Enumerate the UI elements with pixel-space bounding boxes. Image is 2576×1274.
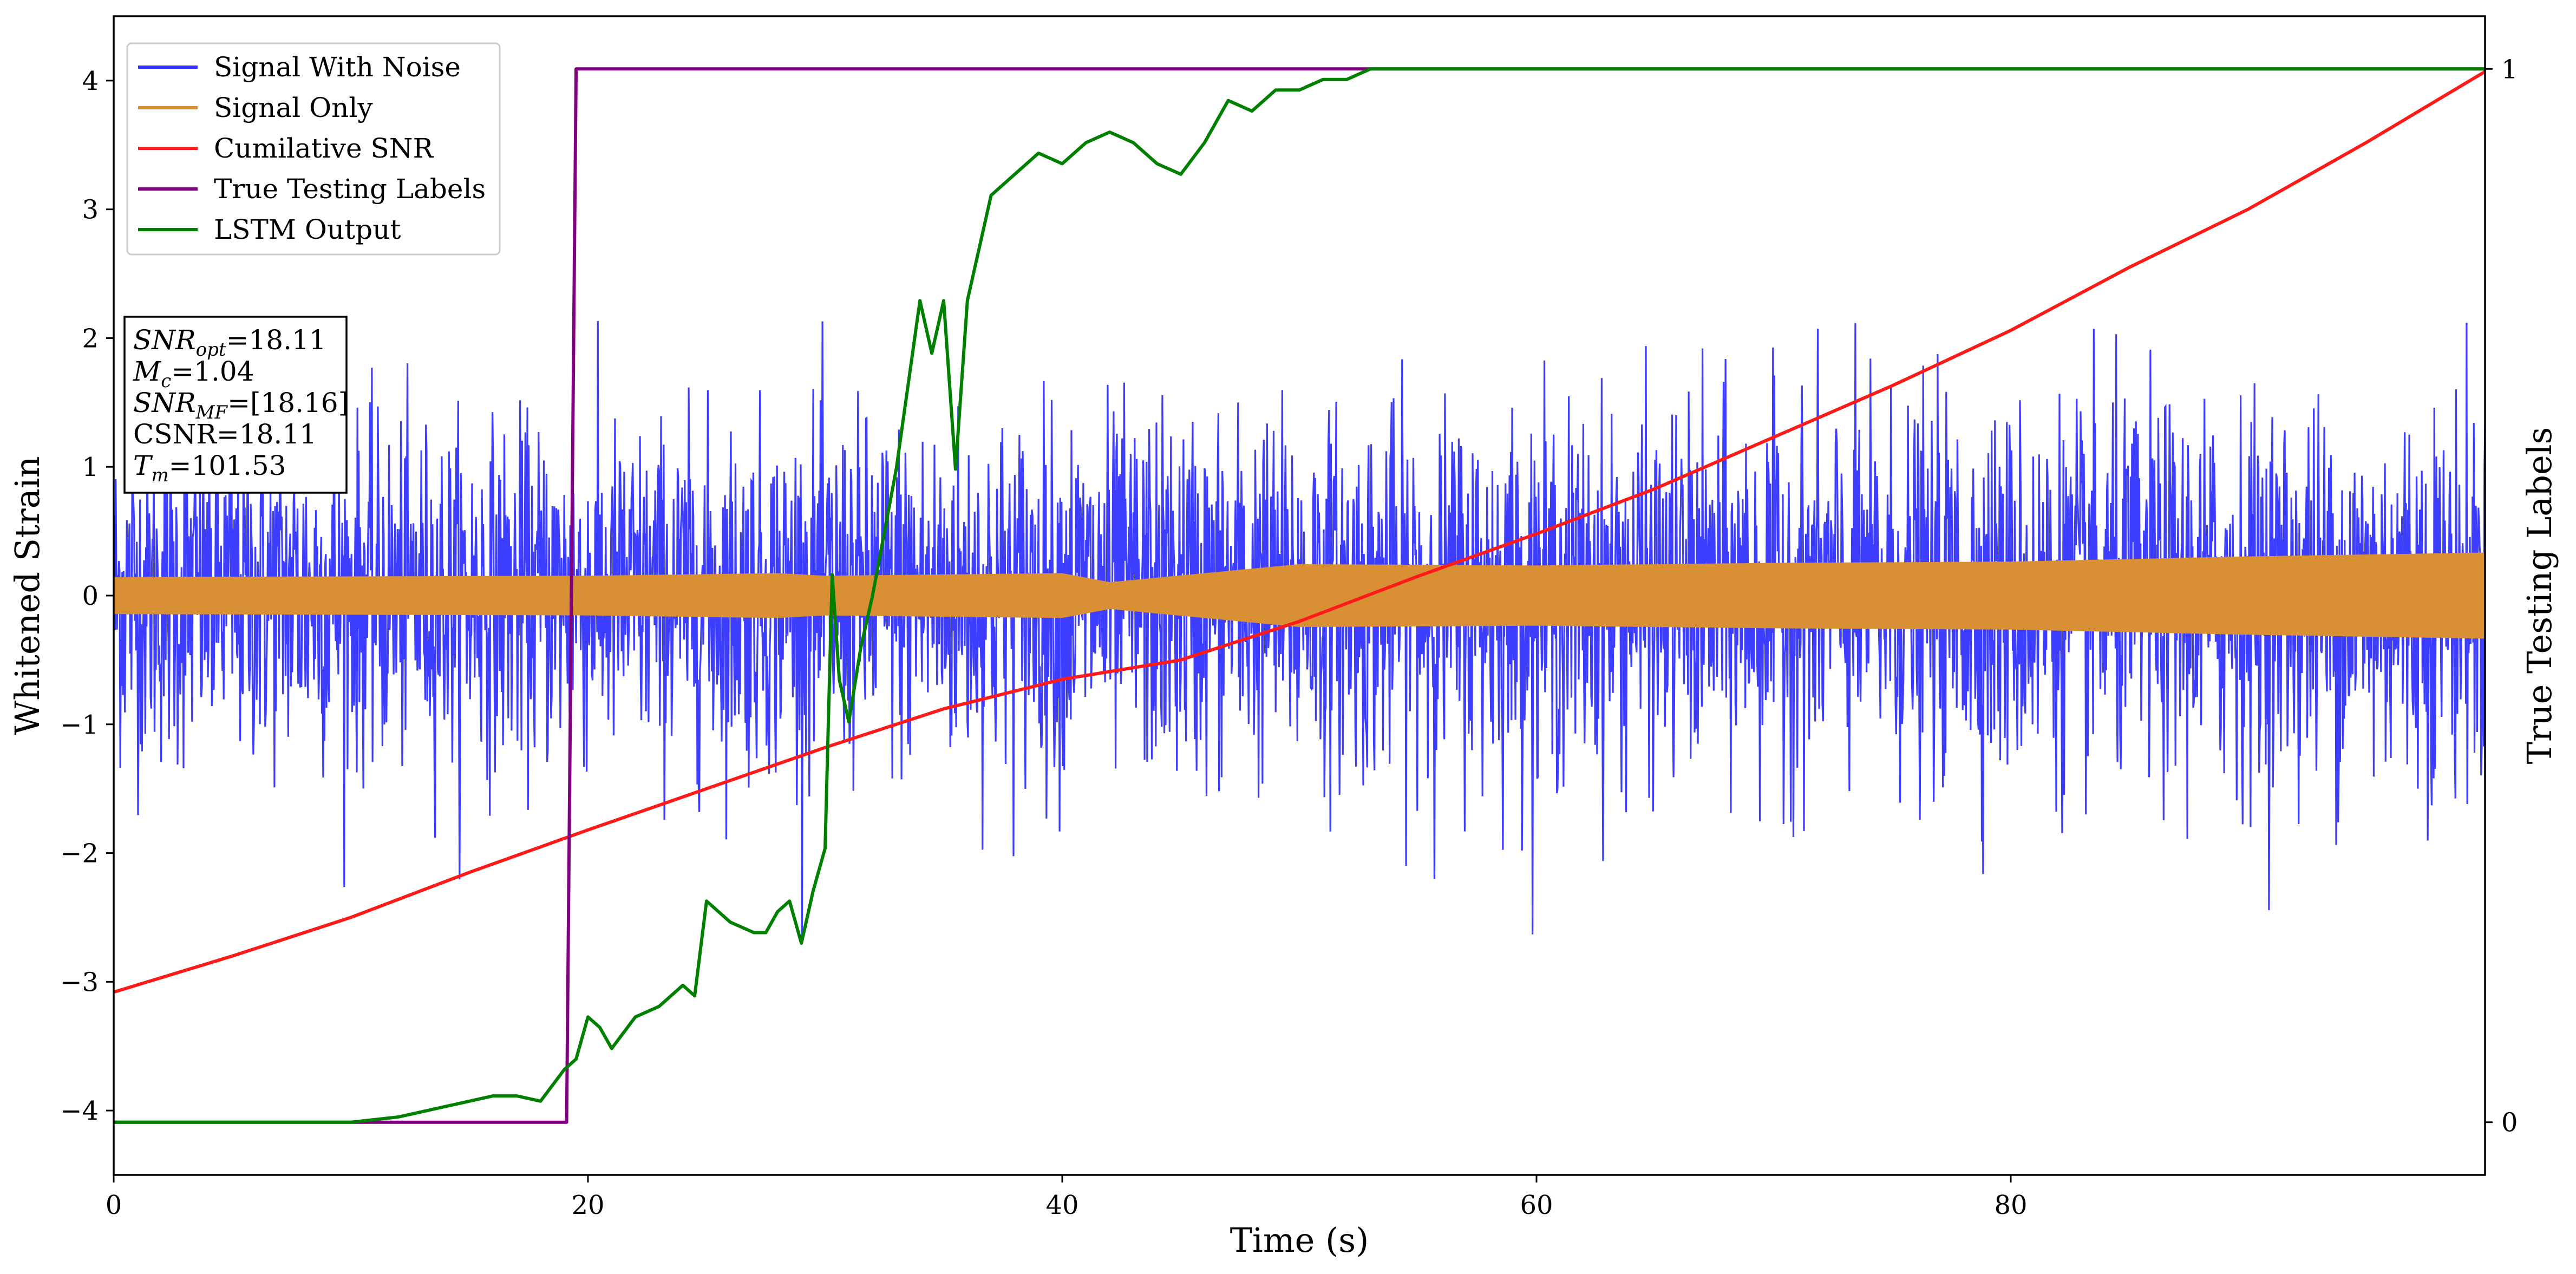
x-tick-label: 60 bbox=[1520, 1190, 1553, 1220]
y-right-tick-label: 1 bbox=[2501, 54, 2518, 84]
series-layer bbox=[114, 67, 2485, 1124]
y-axis-title: Whitened Strain bbox=[8, 456, 47, 735]
y-tick-label: 2 bbox=[82, 323, 99, 354]
x-tick-label: 80 bbox=[1994, 1190, 2027, 1220]
y-right-tick-label: 0 bbox=[2501, 1108, 2518, 1138]
annotation-box: SNRopt=18.11Mc=1.04SNRMF=[18.16]CSNR=18.… bbox=[123, 316, 349, 494]
y-tick-label: −4 bbox=[60, 1096, 99, 1126]
annotation-line: Tm=101.53 bbox=[133, 450, 286, 486]
legend-entry: Signal Only bbox=[214, 92, 373, 123]
y-tick-label: 4 bbox=[82, 66, 99, 96]
annotation-line: SNRMF=[18.16] bbox=[133, 387, 349, 423]
y-tick-label: 3 bbox=[82, 195, 99, 225]
y-tick-label: 1 bbox=[82, 452, 99, 482]
legend-entry: Signal With Noise bbox=[214, 51, 461, 83]
legend-frame bbox=[126, 42, 501, 256]
legend-entry: True Testing Labels bbox=[214, 173, 486, 205]
y-tick-label: −2 bbox=[60, 839, 99, 869]
legend-entry: LSTM Output bbox=[214, 214, 401, 245]
y-tick-label: 0 bbox=[82, 581, 99, 611]
series-cumilative-snr bbox=[114, 70, 2485, 994]
x-tick-label: 0 bbox=[106, 1190, 122, 1220]
series-signal-only bbox=[114, 552, 2485, 639]
series-lstm-output bbox=[114, 67, 2485, 1124]
y-tick-label: −1 bbox=[60, 710, 99, 740]
y-tick-label: −3 bbox=[60, 967, 99, 997]
annotation-line: SNRopt=18.11 bbox=[133, 324, 326, 361]
legend: Signal With Noise Signal Only Cumilative S… bbox=[126, 42, 501, 256]
legend-entry: Cumilative SNR bbox=[214, 133, 434, 164]
y-right-axis-title: True Testing Labels bbox=[2520, 427, 2559, 765]
x-tick-label: 40 bbox=[1045, 1190, 1078, 1220]
annotation-line: Mc=1.04 bbox=[133, 356, 254, 392]
annotation-frame bbox=[123, 316, 348, 494]
x-axis-title: Time (s) bbox=[1230, 1220, 1369, 1260]
annotation-line: CSNR=18.11 bbox=[133, 419, 317, 450]
x-tick-label: 20 bbox=[571, 1190, 604, 1220]
